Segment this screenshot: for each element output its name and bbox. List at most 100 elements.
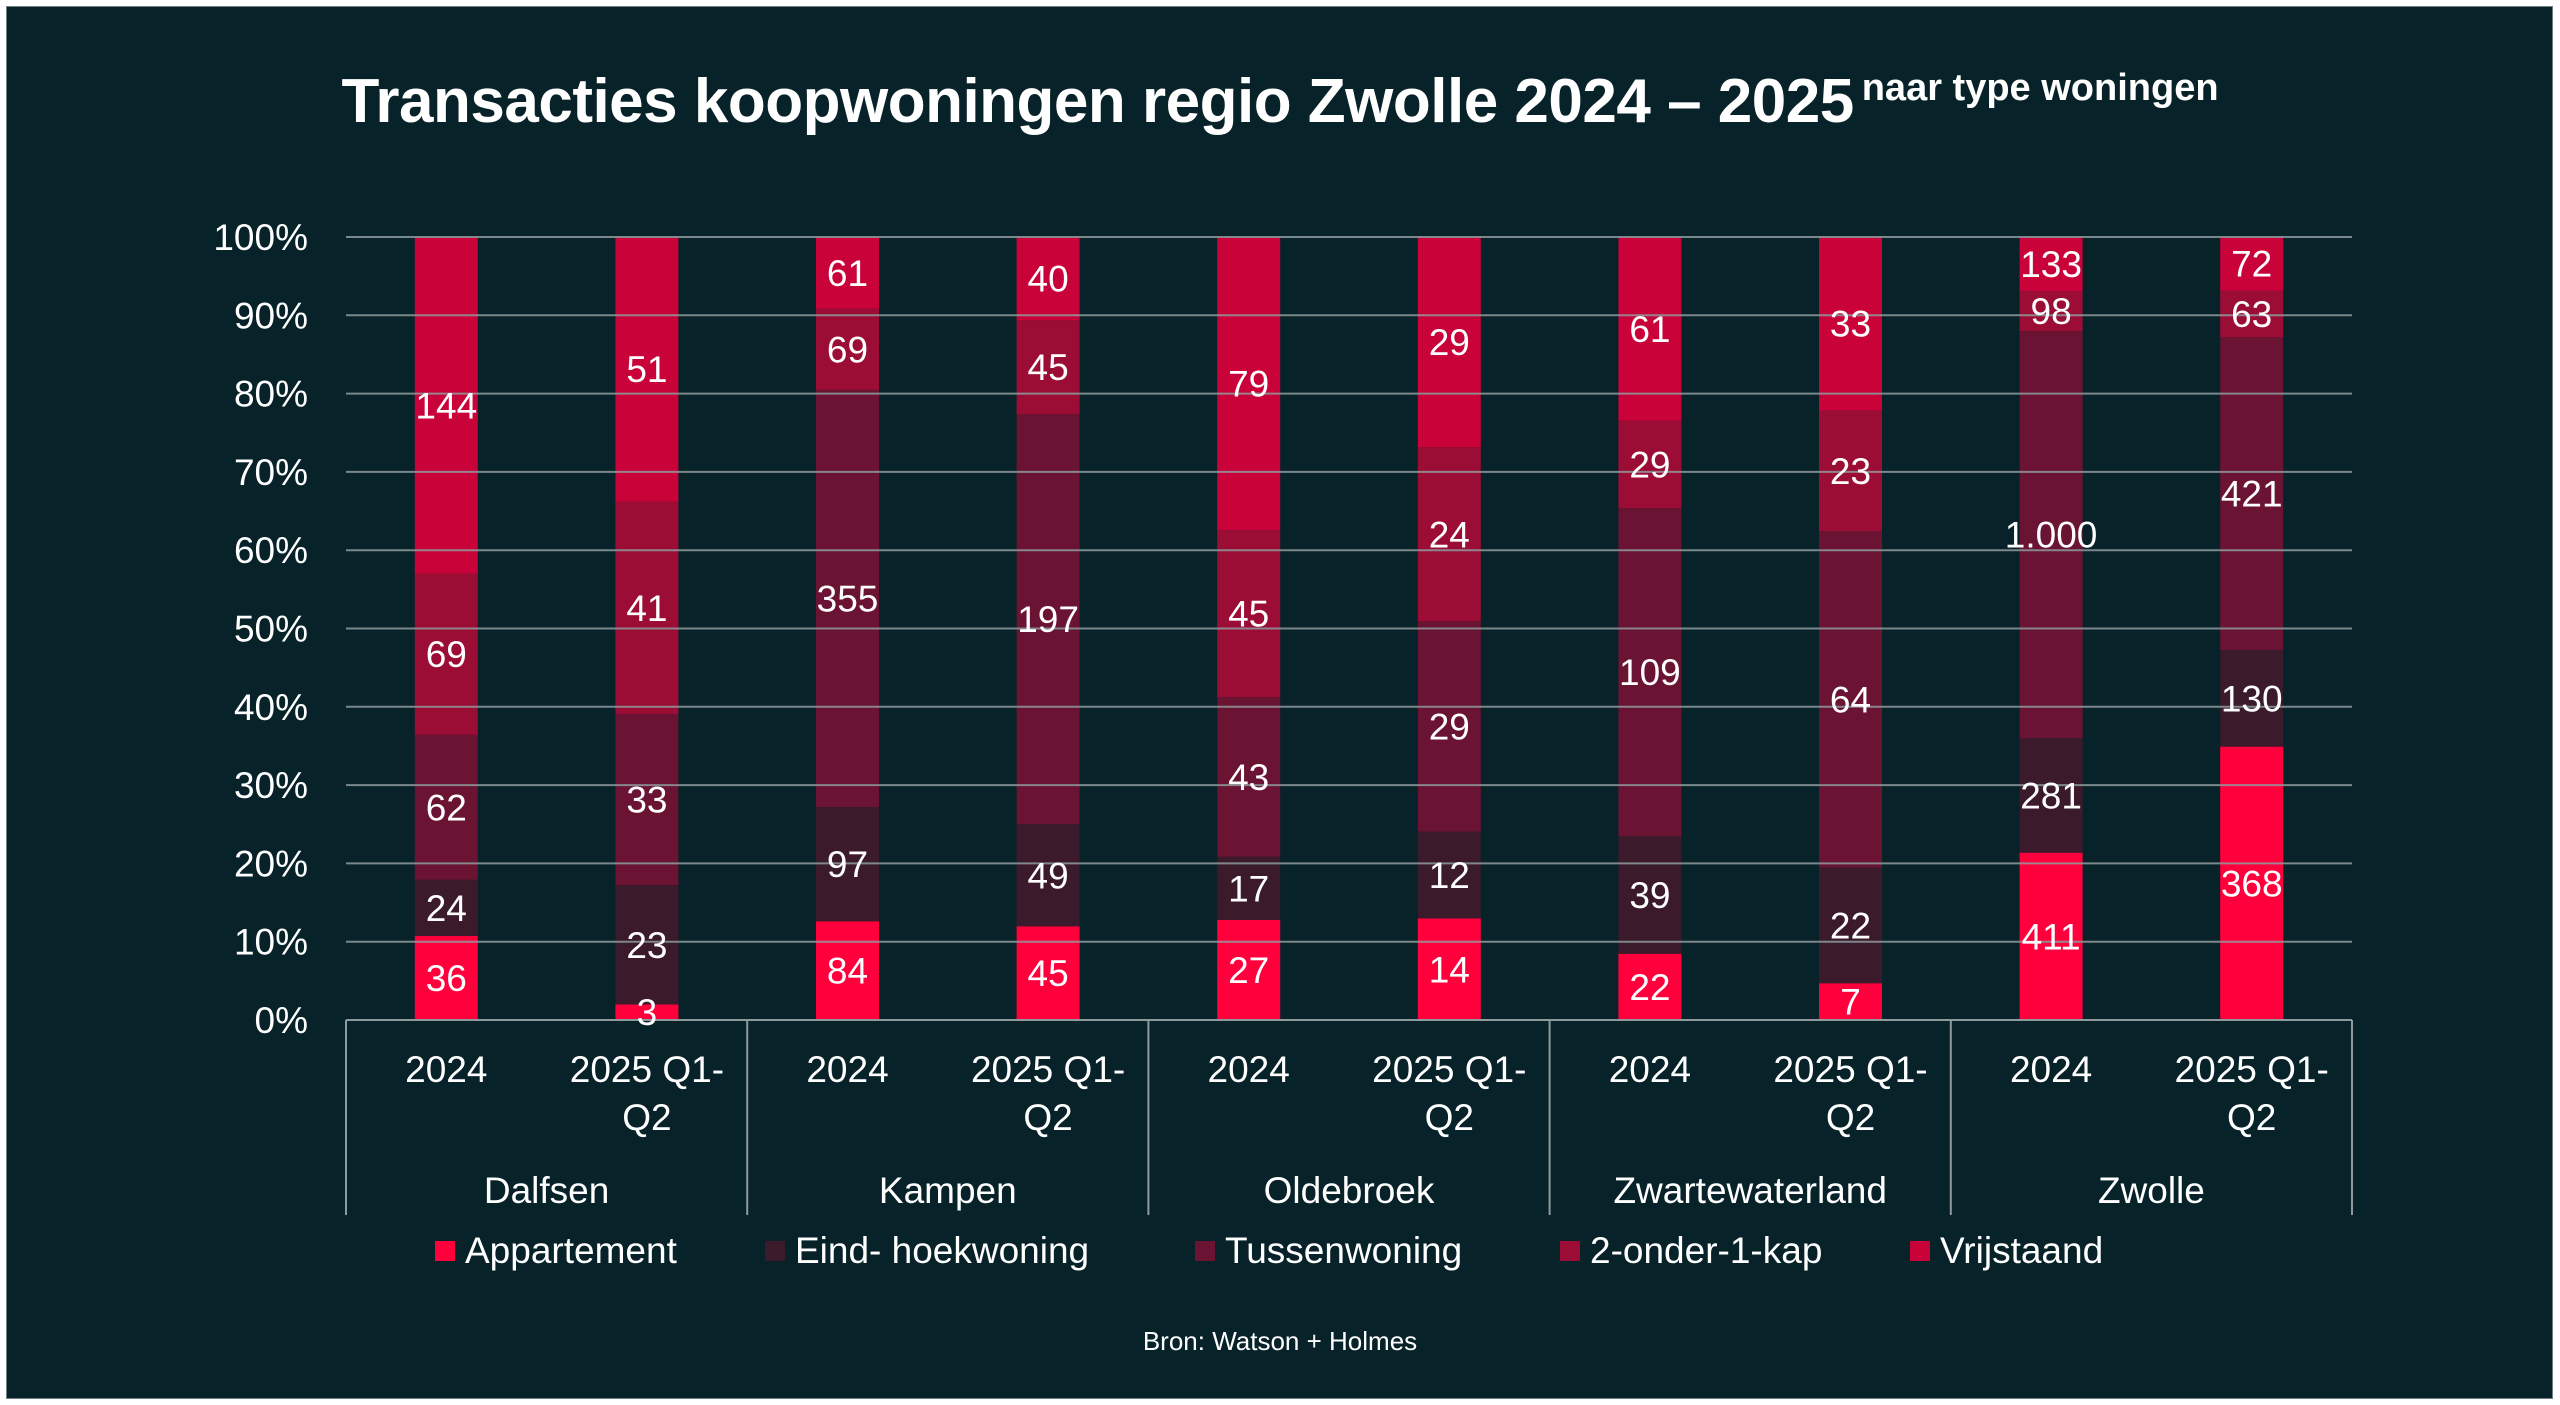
data-label: 281 (2020, 775, 2082, 816)
bar-segment (1217, 697, 1281, 857)
data-label: 17 (1228, 868, 1269, 909)
legend-swatch (1195, 1241, 1215, 1261)
y-tick-label: 70% (234, 452, 308, 493)
data-label: 79 (1228, 364, 1269, 405)
bar-segment (2019, 291, 2083, 332)
bar-segment (414, 734, 478, 880)
bar-segment (1217, 919, 1281, 1020)
data-label: 97 (827, 844, 868, 885)
data-label: 421 (2221, 474, 2283, 515)
legend-swatch (1560, 1241, 1580, 1261)
bar-segment (1819, 237, 1882, 411)
legend-swatch (1910, 1241, 1930, 1261)
legend-item: 2-onder-1-kap (1560, 1230, 1822, 1271)
data-label: 197 (1017, 599, 1079, 640)
x-tick-label: 2024 (2010, 1049, 2092, 1090)
bar-segment (615, 885, 679, 1005)
x-tick-label: 2025 Q1- (1372, 1049, 1526, 1090)
y-tick-label: 10% (234, 922, 308, 963)
bar-segment (615, 237, 679, 502)
x-tick-label: 2025 Q1- (1773, 1049, 1927, 1090)
data-label: 23 (1830, 451, 1871, 492)
x-tick-label: 2025 Q1- (570, 1049, 724, 1090)
bar-segment (2019, 237, 2083, 292)
bar-segment (816, 389, 879, 808)
legend-label: Vrijstaand (1940, 1230, 2103, 1271)
bar-segment (1618, 836, 1682, 954)
y-tick-label: 80% (234, 374, 308, 415)
bar-segment (1217, 530, 1281, 698)
data-label: 43 (1228, 757, 1269, 798)
legend-label: 2-onder-1-kap (1590, 1230, 1822, 1271)
legend-item: Tussenwoning (1195, 1230, 1462, 1271)
data-label: 12 (1429, 855, 1470, 896)
bar-segment (615, 501, 679, 715)
data-label: 22 (1629, 967, 1670, 1008)
bar-segment (615, 714, 679, 886)
x-tick-label: Q2 (1023, 1097, 1072, 1138)
data-label: 22 (1830, 905, 1871, 946)
x-tick-label: 2025 Q1- (2175, 1049, 2329, 1090)
data-label: 355 (817, 579, 879, 620)
y-tick-label: 50% (234, 609, 308, 650)
x-tick-label: 2024 (405, 1049, 487, 1090)
bar-segment (1417, 918, 1481, 1020)
gridlines (346, 236, 2352, 1021)
data-label: 7 (1840, 982, 1861, 1023)
y-tick-label: 60% (234, 530, 308, 571)
data-label: 45 (1028, 953, 1069, 994)
data-label: 61 (1629, 309, 1670, 350)
legend-item: Eind- hoekwoning (765, 1230, 1089, 1271)
bar-segment (1016, 824, 1080, 927)
data-label: 27 (1228, 950, 1269, 991)
bar-segment (414, 237, 478, 574)
bar-segment (1016, 414, 1080, 825)
bar-segment (1417, 447, 1481, 622)
x-tick-label: Q2 (1425, 1097, 1474, 1138)
y-tick-label: 90% (234, 295, 308, 336)
data-label: 24 (1429, 514, 1470, 555)
data-label: 144 (415, 385, 477, 426)
bar-segment (1618, 237, 1682, 421)
x-group-label: Dalfsen (484, 1170, 609, 1211)
y-tick-label: 20% (234, 843, 308, 884)
x-tick-label: 2024 (1609, 1049, 1691, 1090)
bar-segment (1618, 508, 1682, 837)
bar-segment (1819, 867, 1882, 984)
bar-segment (816, 308, 879, 390)
source-note: Bron: Watson + Holmes (1142, 1326, 1418, 1356)
data-label: 24 (426, 888, 467, 929)
bars (414, 237, 2284, 1020)
x-tick-label: 2024 (1208, 1049, 1290, 1090)
data-label: 23 (626, 925, 667, 966)
x-tick-label: Q2 (1826, 1097, 1875, 1138)
data-label: 36 (426, 958, 467, 999)
data-label: 411 (2022, 916, 2081, 957)
x-tick-label: Q2 (622, 1097, 671, 1138)
x-group-label: Zwolle (2098, 1170, 2205, 1211)
data-label: 63 (2231, 294, 2272, 335)
data-label: 64 (1830, 679, 1871, 720)
bar-segment (1016, 237, 1080, 321)
data-label: 39 (1629, 875, 1670, 916)
legend-swatch (435, 1241, 455, 1261)
bar-segment (414, 879, 478, 936)
data-label: 109 (1619, 652, 1681, 693)
y-tick-label: 40% (234, 687, 308, 728)
data-label: 3 (637, 992, 658, 1033)
y-tick-label: 30% (234, 765, 308, 806)
legend-item: Vrijstaand (1910, 1230, 2103, 1271)
data-label: 49 (1028, 855, 1069, 896)
bar-segment (2220, 237, 2284, 291)
legend: Appartement Eind- hoekwoning Tussenwoning 2… (435, 1230, 2103, 1271)
bar-segment (1217, 856, 1281, 920)
bar-segment (2019, 852, 2083, 1020)
legend-swatch (765, 1241, 785, 1261)
legend-label: Tussenwoning (1225, 1230, 1462, 1271)
bar-segment (1819, 531, 1882, 868)
data-label: 72 (2231, 244, 2272, 285)
y-tick-label: 100% (213, 217, 308, 258)
bar-segment (2019, 738, 2083, 853)
x-tick-label: Q2 (2227, 1097, 2276, 1138)
